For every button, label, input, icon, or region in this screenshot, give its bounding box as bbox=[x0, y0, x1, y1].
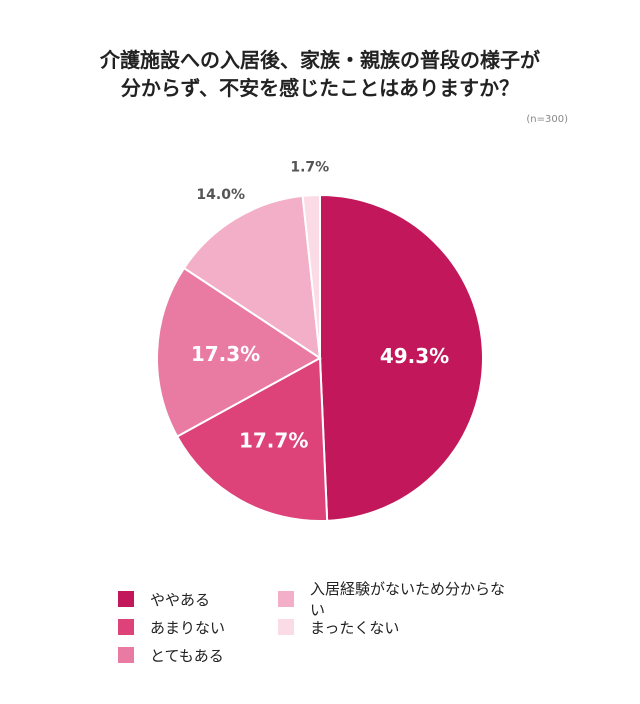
legend-label: ややある bbox=[150, 590, 211, 609]
chart-legend: ややある 入居経験がないため分からないあまりない まったくないとてもある bbox=[118, 580, 518, 666]
legend-label: あまりない bbox=[150, 618, 226, 637]
sample-size-note: (n=300) bbox=[526, 114, 568, 125]
pie-slice-3 bbox=[182, 194, 322, 361]
legend-label: まったくない bbox=[310, 618, 400, 637]
legend-item-2: とてもある bbox=[118, 644, 268, 666]
slice-value-label-4: 1.7% bbox=[290, 159, 329, 175]
legend-item-3: 入居経験がないため分からない bbox=[278, 580, 518, 619]
legend-swatch bbox=[118, 619, 134, 635]
slice-value-label-0: 49.3% bbox=[380, 344, 449, 368]
legend-spacer bbox=[278, 644, 518, 666]
legend-item-1: あまりない bbox=[118, 616, 268, 638]
chart-title-line-2: 分からず、不安を感じたことはありますか？ bbox=[120, 76, 520, 100]
legend-swatch bbox=[278, 591, 294, 607]
legend-swatch bbox=[278, 619, 294, 635]
legend-swatch bbox=[118, 591, 134, 607]
legend-label: とてもある bbox=[150, 646, 224, 665]
chart-title-line-1: 介護施設への入居後、家族・親族の普段の様子が bbox=[100, 48, 540, 72]
pie-slice-4 bbox=[301, 193, 321, 359]
slice-value-label-1: 17.7% bbox=[239, 428, 308, 452]
pie-slice-2 bbox=[156, 266, 322, 438]
pie-slice-1 bbox=[175, 356, 329, 522]
legend-swatch bbox=[118, 647, 134, 663]
legend-label: 入居経験がないため分からない bbox=[310, 580, 506, 619]
pie-slice-0 bbox=[319, 193, 484, 522]
chart-title: 介護施設への入居後、家族・親族の普段の様子が 分からず、不安を感じたことはありま… bbox=[0, 46, 640, 102]
legend-item-4: まったくない bbox=[278, 616, 518, 638]
legend-item-0: ややある bbox=[118, 588, 268, 610]
slice-value-label-2: 17.3% bbox=[191, 342, 260, 366]
slice-value-label-3: 14.0% bbox=[196, 187, 245, 203]
